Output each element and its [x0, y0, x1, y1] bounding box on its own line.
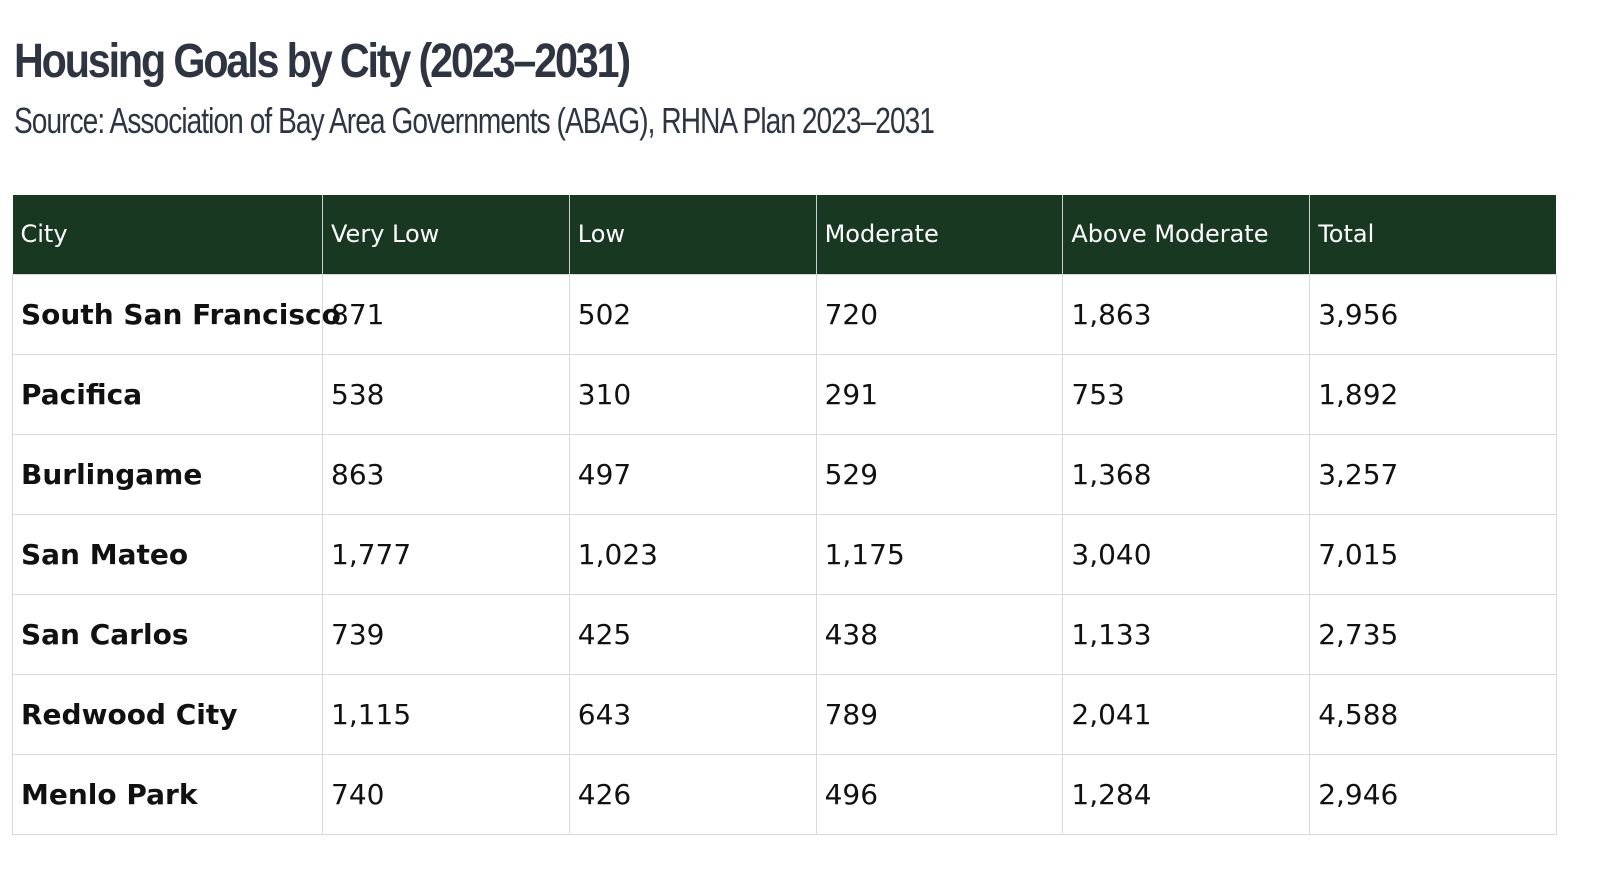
cell-total: 4,588	[1309, 673, 1557, 755]
column-header-moderate: Moderate	[815, 195, 1063, 274]
cell-low: 426	[568, 753, 817, 835]
cell-very-low: 538	[322, 353, 570, 435]
cell-low: 425	[568, 593, 817, 675]
cell-low: 643	[568, 673, 817, 755]
cell-low: 1,023	[568, 513, 817, 595]
cell-total: 2,735	[1309, 593, 1557, 675]
cell-moderate: 496	[815, 753, 1064, 835]
cell-very-low: 739	[322, 593, 570, 675]
table-body: South San Francisco 871 502 720 1,863 3,956 Pa…	[12, 273, 1557, 835]
cell-low: 310	[568, 353, 817, 435]
cell-moderate: 529	[815, 433, 1064, 515]
column-header-very-low: Very Low	[322, 195, 570, 274]
table-row: San Carlos 739 425 438 1,133 2,735	[12, 593, 1557, 675]
housing-goals-table: City Very Low Low Moderate Above Moderat…	[12, 195, 1557, 835]
chart-title: Housing Goals by City (2023–2031)	[14, 35, 631, 88]
cell-very-low: 740	[322, 753, 570, 835]
cell-moderate: 789	[815, 673, 1064, 755]
cell-total: 2,946	[1309, 753, 1557, 835]
cell-total: 3,956	[1309, 273, 1557, 355]
cell-low: 497	[568, 433, 817, 515]
chart-subtitle: Source: Association of Bay Area Governme…	[14, 100, 935, 141]
cell-very-low: 1,115	[322, 673, 570, 755]
cell-above-moderate: 1,284	[1062, 753, 1311, 835]
cell-above-moderate: 2,041	[1062, 673, 1311, 755]
table-row: Menlo Park 740 426 496 1,284 2,946	[12, 753, 1557, 835]
cell-city: Redwood City	[12, 673, 323, 755]
table-row: Pacifica 538 310 291 753 1,892	[12, 353, 1557, 435]
table-row: Burlingame 863 497 529 1,368 3,257	[12, 433, 1557, 515]
cell-city: South San Francisco	[12, 273, 341, 355]
cell-moderate: 720	[815, 273, 1064, 355]
cell-very-low: 863	[322, 433, 570, 515]
header-row: City Very Low Low Moderate Above Moderat…	[12, 195, 1557, 274]
cell-above-moderate: 3,040	[1062, 513, 1311, 595]
cell-city: Menlo Park	[12, 753, 323, 835]
cell-very-low: 1,777	[322, 513, 570, 595]
cell-above-moderate: 753	[1062, 353, 1311, 435]
table-row: Redwood City 1,115 643 789 2,041 4,588	[12, 673, 1557, 755]
column-header-above-moderate: Above Moderate	[1062, 195, 1310, 274]
table-header: City Very Low Low Moderate Above Moderat…	[12, 195, 1557, 274]
table-row: South San Francisco 871 502 720 1,863 3,956	[12, 273, 1557, 355]
cell-city: Pacifica	[12, 353, 323, 435]
column-header-low: Low	[568, 195, 817, 274]
cell-low: 502	[568, 273, 817, 355]
cell-above-moderate: 1,863	[1062, 273, 1311, 355]
cell-city: San Mateo	[12, 513, 323, 595]
cell-above-moderate: 1,368	[1062, 433, 1311, 515]
cell-city: Burlingame	[12, 433, 323, 515]
column-header-city: City	[12, 195, 323, 274]
cell-moderate: 438	[815, 593, 1064, 675]
cell-above-moderate: 1,133	[1062, 593, 1311, 675]
cell-total: 7,015	[1309, 513, 1557, 595]
cell-very-low: 871	[322, 273, 570, 355]
cell-moderate: 1,175	[815, 513, 1064, 595]
column-header-total: Total	[1309, 195, 1557, 274]
cell-total: 3,257	[1309, 433, 1557, 515]
cell-moderate: 291	[815, 353, 1064, 435]
table-row: San Mateo 1,777 1,023 1,175 3,040 7,015	[12, 513, 1557, 595]
cell-total: 1,892	[1309, 353, 1557, 435]
cell-city: San Carlos	[12, 593, 323, 675]
